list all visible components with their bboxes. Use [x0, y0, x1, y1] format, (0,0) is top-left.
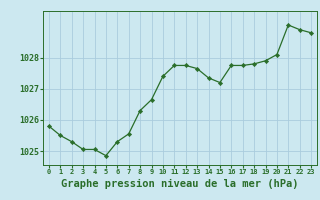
- X-axis label: Graphe pression niveau de la mer (hPa): Graphe pression niveau de la mer (hPa): [61, 179, 299, 189]
